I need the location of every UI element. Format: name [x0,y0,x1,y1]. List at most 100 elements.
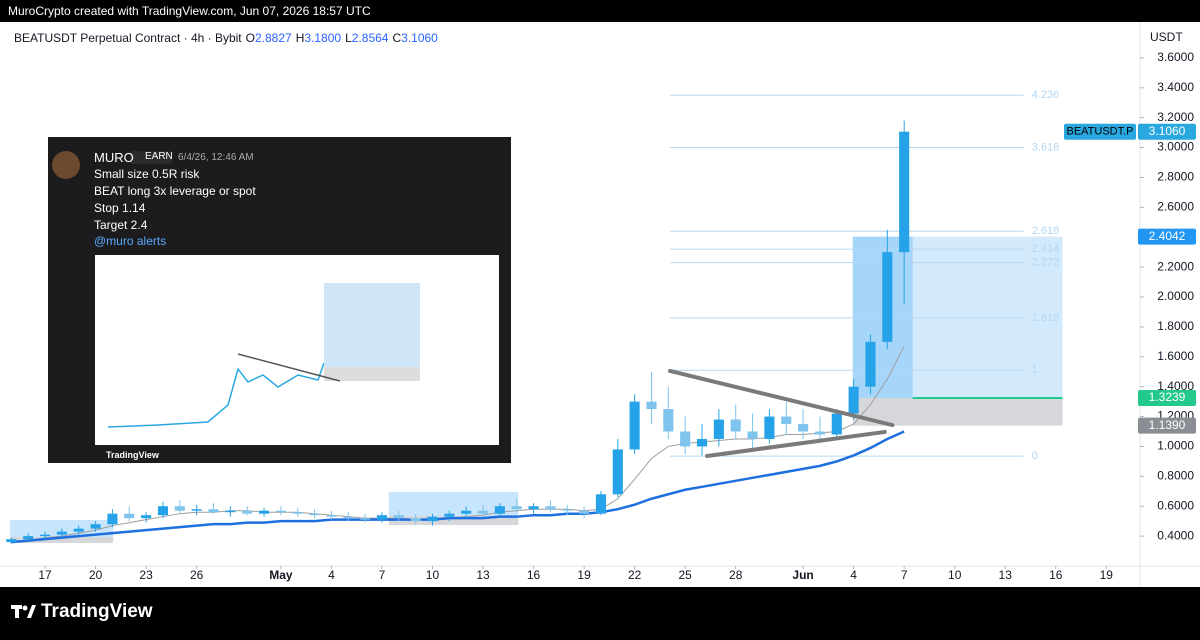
footer-brand: TradingView [41,601,153,622]
candle-body [444,513,455,517]
candle-body [764,416,775,439]
x-tick-label: 22 [628,568,642,582]
candle-body [393,515,404,519]
y-tick-label: 2.6000 [1157,200,1194,214]
y-tick-label: 0.6000 [1157,498,1194,512]
mini-price [107,362,325,428]
x-tick-label: 17 [38,568,52,582]
candle-body [309,513,320,516]
candle-body [562,509,573,511]
candle-body [663,409,674,432]
x-tick-label: 7 [901,568,908,582]
tweet-handle[interactable]: @muro alerts [94,234,167,248]
x-tick-label: 19 [577,568,591,582]
candle-body [612,449,623,495]
candle-body [427,516,438,522]
price-tag [1138,417,1196,434]
x-tick-label: 16 [527,568,541,582]
candle-body [798,424,809,432]
candle-body [494,506,505,514]
y-tick-label: 0.4000 [1157,528,1194,542]
x-tick-label: 23 [139,568,153,582]
fib-level: 2.414 [1032,243,1060,255]
candle-body [511,506,522,510]
candle-body [477,510,489,514]
mini-trend [237,353,341,382]
candle-body [107,513,118,525]
y-tick-label: 1.6000 [1157,349,1194,363]
footer [0,587,1200,640]
plot: 0.40000.60000.80001.00001.20001.40001.60… [6,50,1196,582]
x-tick-label: 4 [328,568,335,582]
candle-body [90,524,101,529]
candle-body [208,509,219,513]
fib-level: 1.618 [1032,312,1060,324]
ohlc-value: 2.8827 [255,31,292,45]
y-tick-label: 0.8000 [1157,469,1194,483]
candle-body [326,515,337,517]
candle-body [545,506,556,510]
trendline [705,429,887,459]
avatar [52,151,80,179]
candle-body [865,341,876,387]
candle-body [528,506,539,510]
candle-body [781,416,792,425]
tweet-author: MURO [94,150,134,165]
price-tag [1138,123,1196,140]
ohlc-value: 3.1060 [401,31,438,45]
zone-target [10,519,114,538]
y-tick-label: 3.0000 [1157,140,1194,154]
tweet-badge: EARN [145,151,173,162]
mini-chart [95,255,499,445]
candle-body [848,386,859,414]
ohlc-key: O [245,31,255,45]
tweet-line: Stop 1.14 [94,201,146,215]
candle-body [629,401,640,450]
candle-body [461,510,472,514]
y-tick-label: 1.8000 [1157,319,1194,333]
x-tick-label: 10 [948,568,962,582]
y-tick-label: 3.6000 [1157,50,1194,64]
fib-level: 2.272 [1032,257,1060,269]
x-tick-label: 10 [426,568,440,582]
fib-level: 0 [1032,450,1038,462]
x-tick-label: May [269,568,293,582]
candle-body [174,506,185,511]
tweet-line: BEAT long 3x leverage or spot [94,184,256,198]
fib-level: 4.236 [1032,89,1060,101]
tweet-time: 6/4/26, 12:46 AM [178,152,254,163]
position-stop [852,398,1063,426]
zone-stop [388,516,519,526]
currency: USDT [1150,30,1183,44]
y-tick-label: 1.4000 [1157,379,1194,393]
y-tick-label: 3.2000 [1157,110,1194,124]
candle-body [292,512,303,514]
candle-body [39,534,51,537]
fib-level: 1 [1032,364,1038,376]
x-tick-label: 28 [729,568,743,582]
candle-body [376,515,388,520]
x-tick-label: 4 [850,568,857,582]
symbol-tag [1064,123,1136,140]
candle-body [275,510,286,513]
y-tick-label: 1.0000 [1157,439,1194,453]
credit: MuroCrypto created with TradingView.com,… [8,4,371,18]
price-tag-label: 2.4042 [1149,229,1186,243]
mini-stop [324,367,420,381]
y-tick-label: 3.4000 [1157,80,1194,94]
candle-body [360,518,371,520]
candle-body [899,131,910,253]
tweet-image: MURO EARN 6/4/26, 12:46 AM Small size 0.… [48,137,511,463]
mini-brand: TradingView [106,450,159,460]
tweet-line: Small size 0.5R risk [94,167,200,181]
top-bar [0,0,1200,22]
price-tag [1138,390,1196,407]
tweet-line: Target 2.4 [94,218,148,232]
price-tag-label: 3.1060 [1149,124,1186,138]
candle-body [157,506,169,516]
candle-body [242,510,253,514]
ohlc-key: H [295,31,305,45]
y-tick-label: 2.8000 [1157,170,1194,184]
tv-logo [11,605,36,618]
